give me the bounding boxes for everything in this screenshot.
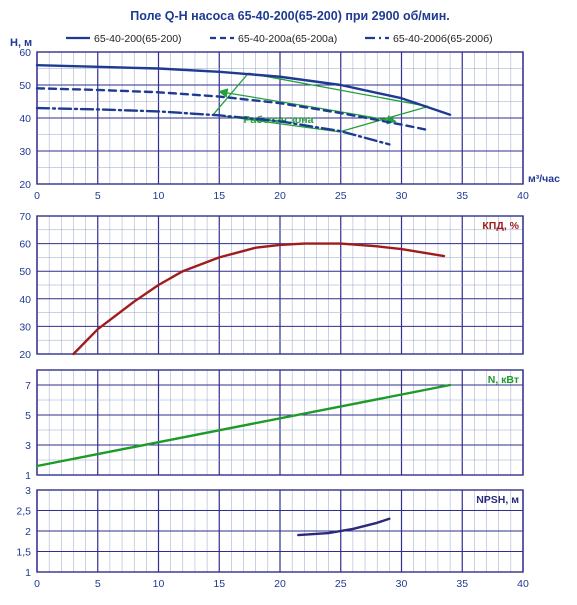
- chart-panel-3: 1 3 5 7 N, кВт: [25, 369, 524, 482]
- x-axis-label: м³/час: [528, 173, 560, 185]
- y-axis-label: N, кВт: [488, 374, 519, 386]
- legend: 65-40-200(65-200) 65-40-200а(65-200а) 65-4…: [66, 33, 493, 45]
- series-line: [72, 242, 446, 356]
- y-tick-label: 7: [25, 380, 31, 392]
- y-axis-label: NPSH, м: [476, 494, 519, 506]
- y-tick-label: 3: [25, 485, 31, 497]
- x-tick-label: 10: [153, 190, 165, 202]
- y-tick-label: 1,5: [16, 547, 31, 559]
- series-line: [35, 383, 452, 468]
- x-tick-label: 10: [153, 578, 165, 590]
- x-tick-label: 15: [213, 190, 225, 202]
- legend-label: 65-40-200(65-200): [94, 33, 182, 45]
- x-tick-label: 5: [95, 578, 101, 590]
- chart-panel-2: 20 30 40 50 60 70 КПД, %: [19, 211, 524, 361]
- y-tick-label: 1: [25, 470, 31, 482]
- x-tick-label: 40: [517, 578, 529, 590]
- y-tick-label: 50: [19, 266, 31, 278]
- plot-frame: [36, 489, 524, 573]
- plot-frame: [36, 51, 524, 185]
- plot-frame: [36, 369, 524, 476]
- y-tick-label: 3: [25, 440, 31, 452]
- y-tick-label: 60: [19, 239, 31, 251]
- legend-label: 65-40-200б(65-200б): [393, 33, 493, 45]
- x-tick-label: 25: [335, 578, 347, 590]
- x-tick-label: 20: [274, 190, 286, 202]
- y-tick-label: 5: [25, 410, 31, 422]
- plot-frame: [36, 215, 524, 355]
- y-tick-label: 60: [19, 47, 31, 59]
- x-tick-label: 0: [34, 578, 40, 590]
- x-tick-label: 40: [517, 190, 529, 202]
- x-tick-label: 35: [456, 190, 468, 202]
- y-tick-label: 30: [19, 146, 31, 158]
- y-tick-label: 30: [19, 321, 31, 333]
- y-tick-label: 40: [19, 113, 31, 125]
- x-tick-label: 30: [396, 190, 408, 202]
- y-tick-label: 2: [25, 526, 31, 538]
- series-line: [35, 63, 452, 116]
- series-line: [35, 87, 427, 131]
- y-tick-label: 1: [25, 567, 31, 579]
- series-line: [297, 517, 391, 537]
- y-tick-label: 2,5: [16, 506, 31, 518]
- x-tick-label: 30: [396, 578, 408, 590]
- chart-title: Поле Q-H насоса 65-40-200(65-200) при 29…: [130, 9, 449, 23]
- x-tick-label: 5: [95, 190, 101, 202]
- x-tick-label: 25: [335, 190, 347, 202]
- y-axis-label: КПД, %: [482, 220, 519, 232]
- y-tick-label: 50: [19, 80, 31, 92]
- y-tick-label: 20: [19, 349, 31, 361]
- y-tick-label: 20: [19, 179, 31, 191]
- y-tick-label: 70: [19, 211, 31, 223]
- y-tick-label: 40: [19, 294, 31, 306]
- x-tick-label: 15: [213, 578, 225, 590]
- zone-arrow: [218, 88, 329, 111]
- x-tick-label: 0: [34, 190, 40, 202]
- x-tick-label: 20: [274, 578, 286, 590]
- legend-label: 65-40-200а(65-200а): [238, 33, 337, 45]
- zone-arrow: [328, 109, 397, 125]
- y-axis-label: H, м: [10, 37, 32, 49]
- series-line: [35, 106, 391, 146]
- x-tick-label: 35: [456, 578, 468, 590]
